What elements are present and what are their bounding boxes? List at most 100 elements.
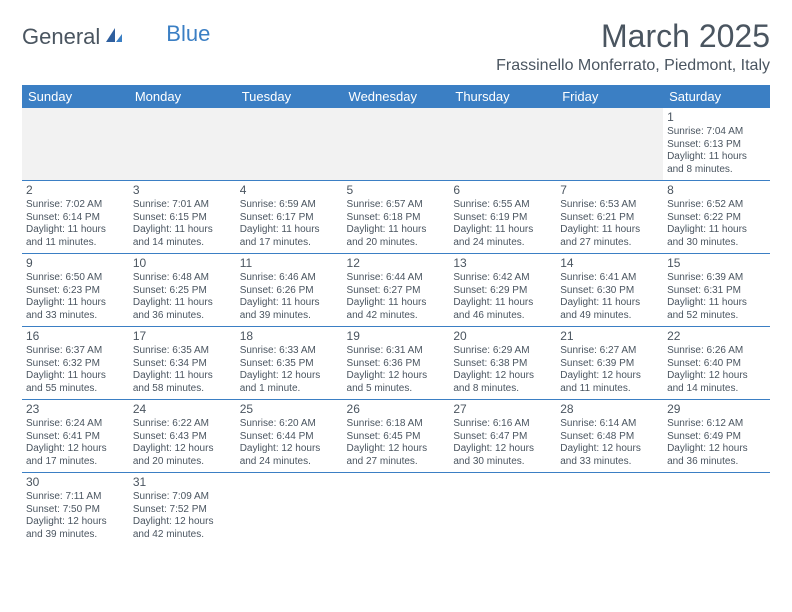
calendar-day: 30Sunrise: 7:11 AMSunset: 7:50 PMDayligh… <box>22 473 129 546</box>
sunset-line: Sunset: 6:29 PM <box>453 285 552 298</box>
day-number: 14 <box>560 256 659 271</box>
sunset-line: Sunset: 6:25 PM <box>133 285 232 298</box>
day-header: Tuesday <box>236 85 343 108</box>
calendar-empty <box>556 108 663 181</box>
sunset-line: Sunset: 6:32 PM <box>26 358 125 371</box>
calendar-day: 7Sunrise: 6:53 AMSunset: 6:21 PMDaylight… <box>556 181 663 254</box>
calendar-empty <box>343 473 450 546</box>
sunrise-line: Sunrise: 7:04 AM <box>667 126 766 139</box>
day-number: 10 <box>133 256 232 271</box>
calendar-day: 23Sunrise: 6:24 AMSunset: 6:41 PMDayligh… <box>22 400 129 473</box>
sunrise-line: Sunrise: 6:22 AM <box>133 418 232 431</box>
daylight-line: Daylight: 12 hours and 14 minutes. <box>667 370 766 395</box>
day-number: 21 <box>560 329 659 344</box>
daylight-line: Daylight: 11 hours and 46 minutes. <box>453 297 552 322</box>
sunrise-line: Sunrise: 7:09 AM <box>133 491 232 504</box>
sunrise-line: Sunrise: 6:31 AM <box>347 345 446 358</box>
day-header: Monday <box>129 85 236 108</box>
calendar-day: 26Sunrise: 6:18 AMSunset: 6:45 PMDayligh… <box>343 400 450 473</box>
sunrise-line: Sunrise: 6:24 AM <box>26 418 125 431</box>
day-number: 15 <box>667 256 766 271</box>
daylight-line: Daylight: 12 hours and 36 minutes. <box>667 443 766 468</box>
sunset-line: Sunset: 6:49 PM <box>667 431 766 444</box>
sunset-line: Sunset: 6:43 PM <box>133 431 232 444</box>
day-number: 17 <box>133 329 232 344</box>
sunset-line: Sunset: 6:15 PM <box>133 212 232 225</box>
logo-sail-icon <box>104 24 124 50</box>
daylight-line: Daylight: 11 hours and 39 minutes. <box>240 297 339 322</box>
sunset-line: Sunset: 6:30 PM <box>560 285 659 298</box>
calendar-day: 28Sunrise: 6:14 AMSunset: 6:48 PMDayligh… <box>556 400 663 473</box>
day-header: Saturday <box>663 85 770 108</box>
day-number: 26 <box>347 402 446 417</box>
day-number: 29 <box>667 402 766 417</box>
sunrise-line: Sunrise: 6:41 AM <box>560 272 659 285</box>
day-header: Sunday <box>22 85 129 108</box>
daylight-line: Daylight: 11 hours and 14 minutes. <box>133 224 232 249</box>
day-number: 1 <box>667 110 766 125</box>
month-title: March 2025 <box>496 18 770 55</box>
sunrise-line: Sunrise: 6:16 AM <box>453 418 552 431</box>
daylight-line: Daylight: 11 hours and 58 minutes. <box>133 370 232 395</box>
calendar-table: SundayMondayTuesdayWednesdayThursdayFrid… <box>22 85 770 545</box>
daylight-line: Daylight: 11 hours and 52 minutes. <box>667 297 766 322</box>
calendar-day: 6Sunrise: 6:55 AMSunset: 6:19 PMDaylight… <box>449 181 556 254</box>
calendar-week: 16Sunrise: 6:37 AMSunset: 6:32 PMDayligh… <box>22 327 770 400</box>
sunrise-line: Sunrise: 6:33 AM <box>240 345 339 358</box>
calendar-empty <box>129 108 236 181</box>
day-number: 18 <box>240 329 339 344</box>
daylight-line: Daylight: 12 hours and 24 minutes. <box>240 443 339 468</box>
sunset-line: Sunset: 6:48 PM <box>560 431 659 444</box>
calendar-day: 14Sunrise: 6:41 AMSunset: 6:30 PMDayligh… <box>556 254 663 327</box>
calendar-empty <box>556 473 663 546</box>
calendar-day: 16Sunrise: 6:37 AMSunset: 6:32 PMDayligh… <box>22 327 129 400</box>
sunset-line: Sunset: 6:36 PM <box>347 358 446 371</box>
calendar-empty <box>449 473 556 546</box>
daylight-line: Daylight: 12 hours and 17 minutes. <box>26 443 125 468</box>
calendar-day: 4Sunrise: 6:59 AMSunset: 6:17 PMDaylight… <box>236 181 343 254</box>
daylight-line: Daylight: 11 hours and 55 minutes. <box>26 370 125 395</box>
day-number: 13 <box>453 256 552 271</box>
calendar-day: 1Sunrise: 7:04 AMSunset: 6:13 PMDaylight… <box>663 108 770 181</box>
calendar-day: 29Sunrise: 6:12 AMSunset: 6:49 PMDayligh… <box>663 400 770 473</box>
daylight-line: Daylight: 11 hours and 30 minutes. <box>667 224 766 249</box>
location: Frassinello Monferrato, Piedmont, Italy <box>496 57 770 75</box>
day-number: 8 <box>667 183 766 198</box>
day-number: 20 <box>453 329 552 344</box>
logo-text-blue: Blue <box>166 21 210 47</box>
day-number: 19 <box>347 329 446 344</box>
sunrise-line: Sunrise: 6:37 AM <box>26 345 125 358</box>
sunrise-line: Sunrise: 6:59 AM <box>240 199 339 212</box>
daylight-line: Daylight: 12 hours and 33 minutes. <box>560 443 659 468</box>
daylight-line: Daylight: 12 hours and 1 minute. <box>240 370 339 395</box>
sunrise-line: Sunrise: 6:35 AM <box>133 345 232 358</box>
sunrise-line: Sunrise: 6:44 AM <box>347 272 446 285</box>
calendar-day: 25Sunrise: 6:20 AMSunset: 6:44 PMDayligh… <box>236 400 343 473</box>
daylight-line: Daylight: 12 hours and 11 minutes. <box>560 370 659 395</box>
daylight-line: Daylight: 11 hours and 36 minutes. <box>133 297 232 322</box>
calendar-day: 2Sunrise: 7:02 AMSunset: 6:14 PMDaylight… <box>22 181 129 254</box>
day-number: 9 <box>26 256 125 271</box>
sunrise-line: Sunrise: 7:11 AM <box>26 491 125 504</box>
daylight-line: Daylight: 12 hours and 27 minutes. <box>347 443 446 468</box>
sunset-line: Sunset: 6:27 PM <box>347 285 446 298</box>
calendar-empty <box>236 108 343 181</box>
daylight-line: Daylight: 11 hours and 49 minutes. <box>560 297 659 322</box>
sunset-line: Sunset: 6:41 PM <box>26 431 125 444</box>
daylight-line: Daylight: 11 hours and 42 minutes. <box>347 297 446 322</box>
calendar-day: 21Sunrise: 6:27 AMSunset: 6:39 PMDayligh… <box>556 327 663 400</box>
day-number: 7 <box>560 183 659 198</box>
sunset-line: Sunset: 6:39 PM <box>560 358 659 371</box>
calendar-empty <box>663 473 770 546</box>
daylight-line: Daylight: 12 hours and 5 minutes. <box>347 370 446 395</box>
calendar-week: 30Sunrise: 7:11 AMSunset: 7:50 PMDayligh… <box>22 473 770 546</box>
calendar-day: 5Sunrise: 6:57 AMSunset: 6:18 PMDaylight… <box>343 181 450 254</box>
calendar-empty <box>449 108 556 181</box>
day-number: 11 <box>240 256 339 271</box>
sunset-line: Sunset: 6:45 PM <box>347 431 446 444</box>
day-number: 25 <box>240 402 339 417</box>
calendar-week: 1Sunrise: 7:04 AMSunset: 6:13 PMDaylight… <box>22 108 770 181</box>
calendar-empty <box>236 473 343 546</box>
sunrise-line: Sunrise: 6:48 AM <box>133 272 232 285</box>
sunrise-line: Sunrise: 6:50 AM <box>26 272 125 285</box>
